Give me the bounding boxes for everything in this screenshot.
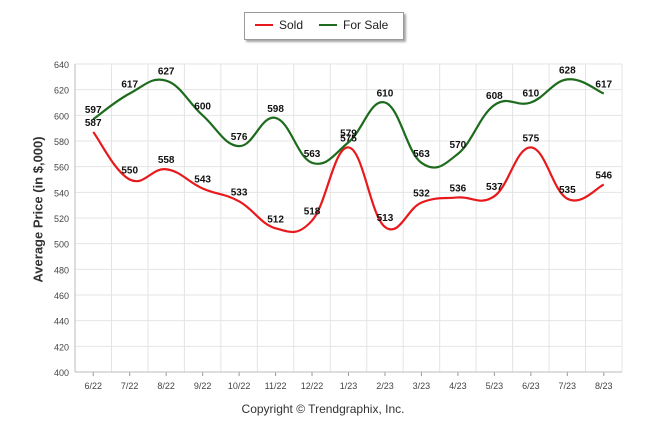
data-label-sold: 536 xyxy=(450,183,467,194)
y-tick-label: 640 xyxy=(54,60,69,70)
copyright-credit: Copyright © Trendgraphix, Inc. xyxy=(241,402,405,416)
data-label-for-sale: 570 xyxy=(450,140,467,151)
data-label-for-sale: 600 xyxy=(194,101,211,112)
data-label-sold: 546 xyxy=(595,171,612,182)
x-tick-label: 6/22 xyxy=(84,381,102,391)
x-tick-label: 7/23 xyxy=(559,381,577,391)
data-label-for-sale: 579 xyxy=(340,128,357,139)
data-label-for-sale: 608 xyxy=(486,91,503,102)
data-label-sold: 512 xyxy=(267,214,284,225)
data-label-sold: 575 xyxy=(522,133,539,144)
y-tick-label: 420 xyxy=(54,342,69,352)
data-label-for-sale: 576 xyxy=(231,132,248,143)
legend-swatch-sold xyxy=(255,23,273,26)
x-tick-label: 10/22 xyxy=(228,381,251,391)
y-tick-label: 580 xyxy=(54,137,69,147)
series-line-for-sale xyxy=(92,78,605,169)
data-label-for-sale: 598 xyxy=(267,104,284,115)
x-tick-label: 6/23 xyxy=(522,381,540,391)
data-label-for-sale: 627 xyxy=(158,67,175,78)
data-label-for-sale: 610 xyxy=(377,89,394,100)
data-label-sold: 550 xyxy=(121,166,138,177)
x-tick-label: 12/22 xyxy=(301,381,324,391)
data-label-sold: 575 xyxy=(340,133,357,144)
x-tick-label: 7/22 xyxy=(121,381,139,391)
y-tick-label: 400 xyxy=(54,368,69,378)
x-tick-label: 2/23 xyxy=(376,381,394,391)
data-label-for-sale: 610 xyxy=(522,89,539,100)
x-tick-label: 9/22 xyxy=(194,381,212,391)
data-label-sold: 513 xyxy=(377,213,394,224)
x-tick-label: 3/23 xyxy=(413,381,431,391)
data-label-for-sale: 597 xyxy=(85,105,102,116)
legend-label-sold: Sold xyxy=(279,18,304,32)
data-label-sold: 537 xyxy=(486,182,503,193)
data-label-sold: 533 xyxy=(231,187,248,198)
x-tick-label: 8/22 xyxy=(157,381,175,391)
data-label-for-sale: 617 xyxy=(595,80,612,91)
legend-swatch-for-sale xyxy=(319,23,337,26)
y-tick-label: 540 xyxy=(54,188,69,198)
legend-item-sold[interactable]: Sold xyxy=(255,18,303,32)
x-tick-label: 1/23 xyxy=(340,381,358,391)
data-label-sold: 518 xyxy=(304,207,321,218)
x-tick-label: 8/23 xyxy=(595,381,613,391)
y-tick-label: 440 xyxy=(54,317,69,327)
y-tick-label: 520 xyxy=(54,214,69,224)
data-label-for-sale: 563 xyxy=(304,149,321,160)
data-label-for-sale: 617 xyxy=(121,80,138,91)
y-tick-label: 620 xyxy=(54,86,69,96)
legend-item-for-sale[interactable]: For Sale xyxy=(319,18,388,32)
x-tick-label: 5/23 xyxy=(486,381,504,391)
y-tick-label: 500 xyxy=(54,240,69,250)
x-tick-label: 4/23 xyxy=(449,381,467,391)
y-tick-label: 480 xyxy=(54,265,69,275)
series-line-sold xyxy=(92,131,605,234)
legend-label-for-sale: For Sale xyxy=(343,18,389,32)
y-tick-label: 460 xyxy=(54,291,69,301)
legend: Sold For Sale xyxy=(244,12,404,40)
data-label-sold: 532 xyxy=(413,189,430,200)
data-label-sold: 587 xyxy=(85,118,102,129)
y-tick-label: 600 xyxy=(54,111,69,121)
data-label-for-sale: 563 xyxy=(413,149,430,160)
data-label-sold: 535 xyxy=(559,185,576,196)
y-tick-label: 560 xyxy=(54,163,69,173)
x-tick-label: 11/22 xyxy=(265,381,287,391)
data-label-sold: 543 xyxy=(194,174,211,185)
data-label-for-sale: 628 xyxy=(559,65,576,76)
data-label-sold: 558 xyxy=(158,155,175,166)
